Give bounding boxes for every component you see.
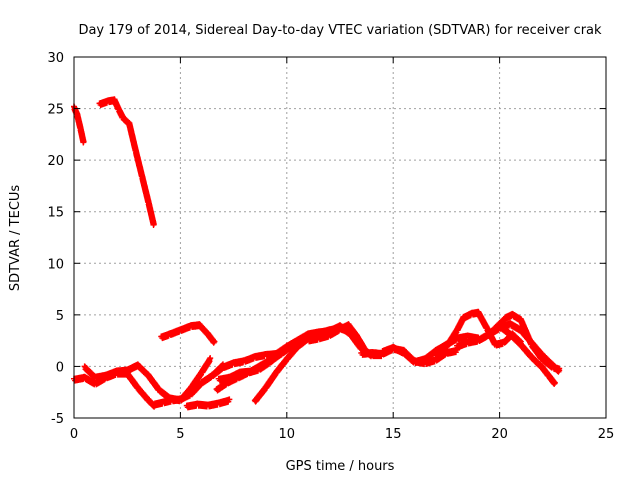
series-track-markers: [184, 396, 232, 411]
y-tick-label: 20: [47, 154, 64, 169]
series-track-markers: [159, 321, 217, 346]
series-arc-o: [379, 332, 482, 366]
x-tick-label: 0: [70, 427, 78, 442]
y-tick-label: 25: [47, 103, 64, 118]
y-tick-label: 0: [56, 360, 64, 375]
axis-ticks: 0 5 10 15 20 25 -5 0 5 10 15 20 25 30: [47, 51, 614, 442]
series-arc-a: [71, 103, 87, 146]
series-arc-g: [183, 396, 233, 411]
grid-lines: [74, 57, 606, 418]
series-arc-b: [96, 96, 157, 228]
series-arc-c: [158, 321, 218, 346]
y-tick-label: -5: [51, 412, 64, 427]
x-tick-label: 5: [176, 427, 184, 442]
x-tick-label: 25: [598, 427, 615, 442]
series-arc-r: [475, 310, 563, 374]
y-tick-label: 15: [47, 206, 64, 221]
data-points: [71, 96, 563, 411]
chart-title: Day 179 of 2014, Sidereal Day-to-day VTE…: [78, 23, 602, 38]
y-tick-label: 30: [47, 51, 64, 66]
x-tick-label: 10: [279, 427, 296, 442]
x-tick-label: 20: [491, 427, 508, 442]
y-tick-label: 5: [56, 309, 64, 324]
plot-frame: [73, 56, 607, 419]
series-track-markers: [476, 311, 562, 374]
series-arc-j: [213, 341, 295, 394]
series-track-markers: [214, 342, 294, 394]
series-arc-s: [496, 322, 558, 387]
x-axis-label: GPS time / hours: [286, 459, 395, 474]
series-track-markers: [497, 322, 558, 387]
y-tick-label: 10: [47, 257, 64, 272]
series-track-markers: [97, 96, 157, 228]
x-tick-label: 15: [385, 427, 402, 442]
y-axis-label: SDTVAR / TECUs: [8, 185, 23, 292]
